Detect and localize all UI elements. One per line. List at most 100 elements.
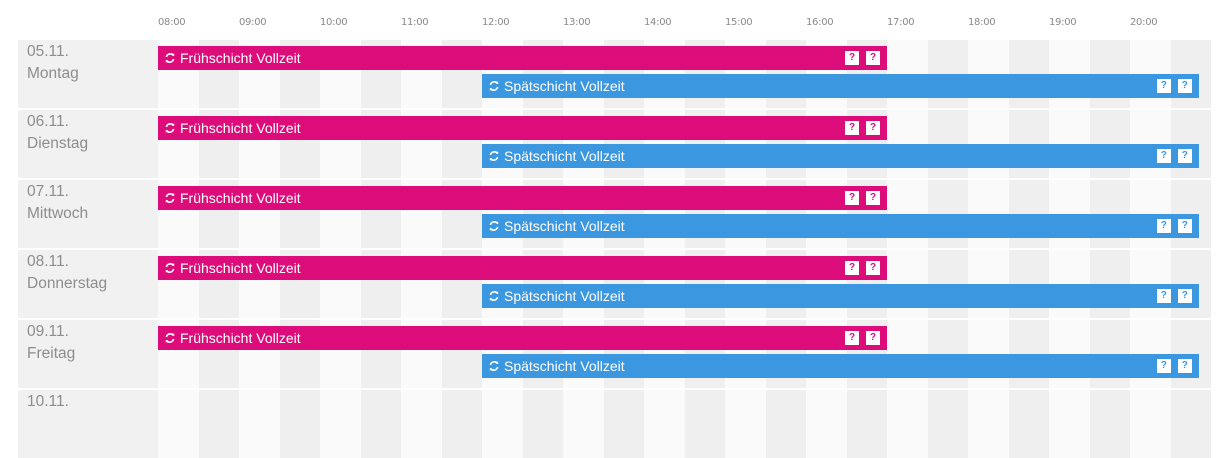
late-shift-bar[interactable]: Spätschicht Vollzeit?? xyxy=(482,144,1199,168)
day-weekday: Mittwoch xyxy=(27,205,89,222)
early-shift-bar[interactable]: Frühschicht Vollzeit?? xyxy=(158,256,887,280)
sync-icon xyxy=(164,116,180,140)
sync-icon xyxy=(164,46,180,70)
day-date: 10.11. xyxy=(27,393,69,410)
shift-question-button-1[interactable]: ? xyxy=(1156,359,1171,373)
day-timeline-grid[interactable]: Frühschicht Vollzeit?? Spätschicht Vollze… xyxy=(158,40,1211,108)
shift-question-button-1[interactable]: ? xyxy=(845,51,859,65)
grid-half-hour-column xyxy=(927,390,968,458)
day-row: 09.11. Freitag Frühschicht Vollzeit?? Späts… xyxy=(18,320,1211,388)
shift-name: Spätschicht Vollzeit xyxy=(504,288,625,304)
day-row: 06.11. Dienstag Frühschicht Vollzeit?? Spät… xyxy=(18,110,1211,178)
day-weekday: Donnerstag xyxy=(27,275,108,292)
day-date: 07.11. xyxy=(27,183,69,200)
late-shift-bar[interactable]: Spätschicht Vollzeit?? xyxy=(482,74,1199,98)
day-date: 05.11. xyxy=(27,43,69,60)
shift-question-button-2[interactable]: ? xyxy=(866,191,880,205)
late-shift-bar[interactable]: Spätschicht Vollzeit?? xyxy=(482,284,1199,308)
sync-icon xyxy=(164,256,180,280)
day-label: 06.11. Dienstag xyxy=(18,110,158,178)
day-weekday: Freitag xyxy=(27,345,76,362)
hour-label: 18:00 xyxy=(968,17,996,28)
early-shift-bar[interactable]: Frühschicht Vollzeit?? xyxy=(158,326,887,350)
shift-question-button-2[interactable]: ? xyxy=(1177,149,1192,163)
grid-half-hour-column xyxy=(887,390,928,458)
grid-half-hour-column xyxy=(603,390,644,458)
hour-label: 14:00 xyxy=(644,17,672,28)
shift-question-button-2[interactable]: ? xyxy=(1177,219,1192,233)
shift-question-button-1[interactable]: ? xyxy=(1156,79,1171,93)
shift-name: Frühschicht Vollzeit xyxy=(180,260,301,276)
shift-question-button-1[interactable]: ? xyxy=(1156,149,1171,163)
day-timeline-grid[interactable]: Frühschicht Vollzeit?? Spätschicht Vollze… xyxy=(158,110,1211,178)
grid-half-hour-column xyxy=(806,390,847,458)
sync-icon xyxy=(488,354,504,378)
grid-half-hour-column xyxy=(1049,390,1090,458)
grid-half-hour-column xyxy=(1170,390,1211,458)
day-date: 09.11. xyxy=(27,323,69,340)
late-shift-bar[interactable]: Spätschicht Vollzeit?? xyxy=(482,354,1199,378)
day-label: 07.11. Mittwoch xyxy=(18,180,158,248)
early-shift-bar[interactable]: Frühschicht Vollzeit?? xyxy=(158,186,887,210)
shift-name: Frühschicht Vollzeit xyxy=(180,50,301,66)
day-timeline-grid[interactable]: Frühschicht Vollzeit?? Spätschicht Vollze… xyxy=(158,180,1211,248)
grid-half-hour-column xyxy=(522,390,563,458)
late-shift-bar[interactable]: Spätschicht Vollzeit?? xyxy=(482,214,1199,238)
hour-label: 10:00 xyxy=(320,17,348,28)
shift-question-button-2[interactable]: ? xyxy=(866,261,880,275)
shift-question-button-1[interactable]: ? xyxy=(1156,219,1171,233)
day-timeline-grid[interactable] xyxy=(158,390,1211,458)
hour-label: 11:00 xyxy=(401,17,429,28)
grid-half-hour-column xyxy=(320,390,361,458)
shift-name: Spätschicht Vollzeit xyxy=(504,218,625,234)
shift-question-button-1[interactable]: ? xyxy=(845,121,859,135)
sync-icon xyxy=(164,326,180,350)
hour-label: 15:00 xyxy=(725,17,753,28)
hour-label: 12:00 xyxy=(482,17,510,28)
grid-half-hour-column xyxy=(279,390,320,458)
hour-label: 17:00 xyxy=(887,17,915,28)
sync-icon xyxy=(488,74,504,98)
hour-label: 20:00 xyxy=(1130,17,1158,28)
shift-question-button-2[interactable]: ? xyxy=(1177,289,1192,303)
hour-label: 16:00 xyxy=(806,17,834,28)
day-label: 05.11. Montag xyxy=(18,40,158,108)
shift-name: Frühschicht Vollzeit xyxy=(180,330,301,346)
shift-question-button-2[interactable]: ? xyxy=(866,51,880,65)
grid-half-hour-column xyxy=(846,390,887,458)
shift-question-button-1[interactable]: ? xyxy=(845,261,859,275)
shift-question-button-1[interactable]: ? xyxy=(845,191,859,205)
shift-question-button-2[interactable]: ? xyxy=(866,331,880,345)
grid-half-hour-column xyxy=(968,390,1009,458)
hour-label: 08:00 xyxy=(158,17,186,28)
day-timeline-grid[interactable]: Frühschicht Vollzeit?? Spätschicht Vollze… xyxy=(158,320,1211,388)
shift-question-button-2[interactable]: ? xyxy=(1177,359,1192,373)
shift-question-button-2[interactable]: ? xyxy=(866,121,880,135)
timeline-header: 08:00 09:00 10:00 11:00 12:00 13:00 14:00 15:00… xyxy=(0,0,1229,40)
shift-question-button-1[interactable]: ? xyxy=(845,331,859,345)
grid-half-hour-column xyxy=(684,390,725,458)
hour-label: 19:00 xyxy=(1049,17,1077,28)
hour-label: 13:00 xyxy=(563,17,591,28)
day-timeline-grid[interactable]: Frühschicht Vollzeit?? Spätschicht Vollze… xyxy=(158,250,1211,318)
grid-half-hour-column xyxy=(765,390,806,458)
sync-icon xyxy=(488,284,504,308)
day-date: 08.11. xyxy=(27,253,69,270)
grid-half-hour-column xyxy=(441,390,482,458)
day-label: 08.11. Donnerstag xyxy=(18,250,158,318)
early-shift-bar[interactable]: Frühschicht Vollzeit?? xyxy=(158,116,887,140)
sync-icon xyxy=(488,144,504,168)
shift-name: Spätschicht Vollzeit xyxy=(504,148,625,164)
shift-name: Frühschicht Vollzeit xyxy=(180,120,301,136)
day-row: 05.11. Montag Frühschicht Vollzeit?? Spätsc… xyxy=(18,40,1211,108)
grid-half-hour-column xyxy=(644,390,685,458)
day-date: 06.11. xyxy=(27,113,69,130)
grid-half-hour-column xyxy=(401,390,442,458)
shift-question-button-2[interactable]: ? xyxy=(1177,79,1192,93)
sync-icon xyxy=(164,186,180,210)
early-shift-bar[interactable]: Frühschicht Vollzeit?? xyxy=(158,46,887,70)
shift-question-button-1[interactable]: ? xyxy=(1156,289,1171,303)
day-row: 08.11. Donnerstag Frühschicht Vollzeit?? Sp… xyxy=(18,250,1211,318)
hour-label: 09:00 xyxy=(239,17,267,28)
grid-half-hour-column xyxy=(1008,390,1049,458)
